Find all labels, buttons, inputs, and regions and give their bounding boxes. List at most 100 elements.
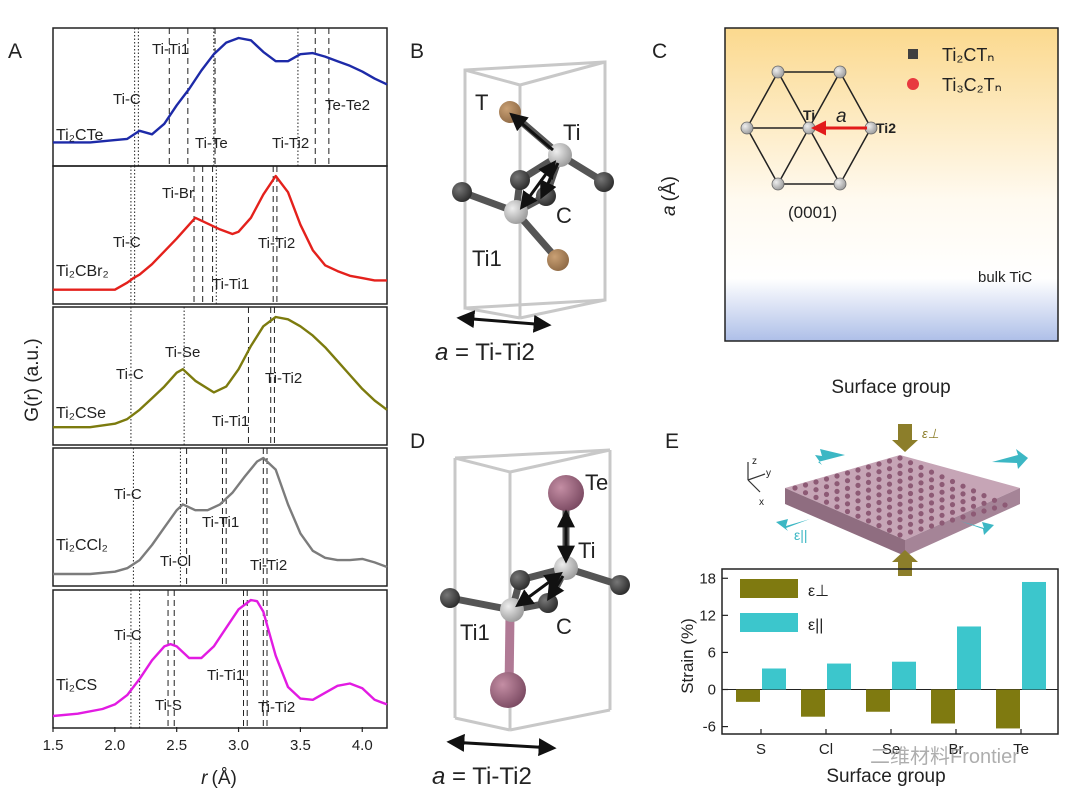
slab-atom	[918, 464, 924, 470]
panel-label-e: E	[665, 430, 679, 453]
slab-atom	[844, 485, 851, 491]
slab-atom	[886, 481, 893, 487]
slab-atom	[834, 496, 840, 502]
slab-atom	[939, 497, 945, 503]
slab-atom	[876, 469, 882, 475]
slab-atom	[918, 472, 924, 478]
slab-atom	[876, 476, 882, 482]
slab-atom	[897, 463, 903, 469]
y-tick-label: -6	[703, 719, 716, 736]
eps-par-bar	[1022, 581, 1046, 690]
slab-atom	[949, 502, 956, 508]
slab-atom	[855, 467, 861, 473]
series-line	[52, 598, 388, 718]
series-line	[53, 36, 388, 144]
slab-atom	[928, 500, 935, 506]
slab-atom	[865, 472, 872, 478]
slab-atom	[813, 487, 819, 493]
slab-atom	[928, 477, 935, 483]
slab-atom	[844, 478, 851, 484]
atom-label-ti: Ti	[578, 538, 596, 563]
slab-atom	[949, 517, 956, 523]
x-tick-label: Te	[1013, 741, 1029, 758]
slab-atom	[886, 489, 893, 495]
slab-atom	[865, 502, 872, 509]
slab-atom	[928, 492, 935, 498]
slab-atom	[949, 494, 956, 500]
slab-atom	[876, 507, 882, 513]
slab-atom	[865, 510, 872, 516]
slab-atom	[907, 475, 914, 481]
peak-label: Ti-Ti2	[265, 370, 302, 387]
slab-atom	[981, 500, 987, 506]
panel-a-xaxis: 1.5 2.0 2.5 3.0 3.5 4.0	[43, 727, 373, 754]
slab-atom	[928, 484, 935, 491]
slab-atom	[802, 482, 809, 488]
slab-atom	[918, 510, 924, 517]
slab-atom	[960, 483, 966, 489]
slab-atom	[960, 506, 966, 512]
slab-atom	[897, 486, 903, 492]
series-line	[53, 315, 388, 429]
slab-atom	[855, 513, 861, 519]
slab-atom	[876, 499, 882, 506]
caption-d: a = Ti-Ti2	[432, 763, 532, 790]
y-tick-label: 0	[708, 682, 716, 699]
eps-par-bar	[957, 626, 981, 690]
peak-label: Ti-C	[113, 234, 141, 251]
slab-atom	[897, 455, 903, 461]
peak-label: Ti-Ti1	[212, 276, 249, 293]
x-tick-label: 1.5	[43, 737, 64, 754]
slab-atom	[928, 515, 935, 521]
strain-arrow-par	[776, 519, 810, 531]
axis-x: x	[759, 497, 764, 508]
slab-atom	[970, 503, 977, 509]
slab-atom	[939, 474, 945, 480]
slab-atom	[844, 508, 851, 515]
slab-atom	[949, 509, 956, 515]
peak-label: Ti-Ti2	[250, 557, 287, 574]
slab-atom	[907, 529, 914, 535]
strained-slab-illustration: ε⊥ ε|| z y x	[747, 424, 1028, 576]
panel-e-xlabel: Surface group	[826, 766, 945, 787]
slab-atom	[886, 512, 893, 518]
slab-atom	[886, 458, 893, 464]
peak-label: Ti-Ti2	[272, 135, 309, 152]
slab-atom	[897, 478, 903, 484]
inset-face-label: (0001)	[788, 203, 837, 222]
subplot-frame	[52, 447, 388, 587]
slab-atom	[855, 482, 861, 488]
slab-atom	[886, 473, 893, 479]
panel-c-ylabel: a(Å)	[659, 176, 680, 216]
atom-label-ti1: Ti1	[472, 246, 502, 271]
slab-atom	[886, 504, 893, 510]
slab-atom	[886, 466, 893, 472]
atom-c	[610, 575, 630, 595]
x-tick-label: Br	[949, 741, 964, 758]
slab-atom	[855, 498, 861, 504]
slab-atom	[939, 520, 945, 526]
x-tick-label: Cl	[819, 741, 833, 758]
slab-atom	[897, 509, 903, 515]
x-tick-label: 3.0	[228, 737, 249, 754]
panel-c-xlabel: Surface group	[831, 377, 950, 398]
eps-perp-bar	[736, 689, 760, 702]
slab-atom	[897, 532, 903, 538]
subplot-frame	[52, 165, 388, 305]
peak-label: Ti-C	[116, 366, 144, 383]
axis-z: z	[752, 456, 757, 467]
slab-atom	[981, 508, 987, 514]
slab-atom	[897, 524, 903, 530]
slab-atom	[897, 493, 903, 500]
y-tick-label: 12	[699, 607, 716, 624]
atom-label-te: Te	[585, 470, 608, 495]
slab-atom	[918, 487, 924, 494]
peak-label: Ti-Ti2	[258, 235, 295, 252]
x-tick-label: 4.0	[352, 737, 373, 754]
x-tick-label: Se	[882, 741, 900, 758]
slab-atom	[865, 487, 872, 493]
slab-atom	[823, 476, 830, 482]
slab-atom	[907, 514, 914, 520]
eps-perp-bar	[996, 689, 1020, 729]
slab-atom	[907, 498, 914, 504]
